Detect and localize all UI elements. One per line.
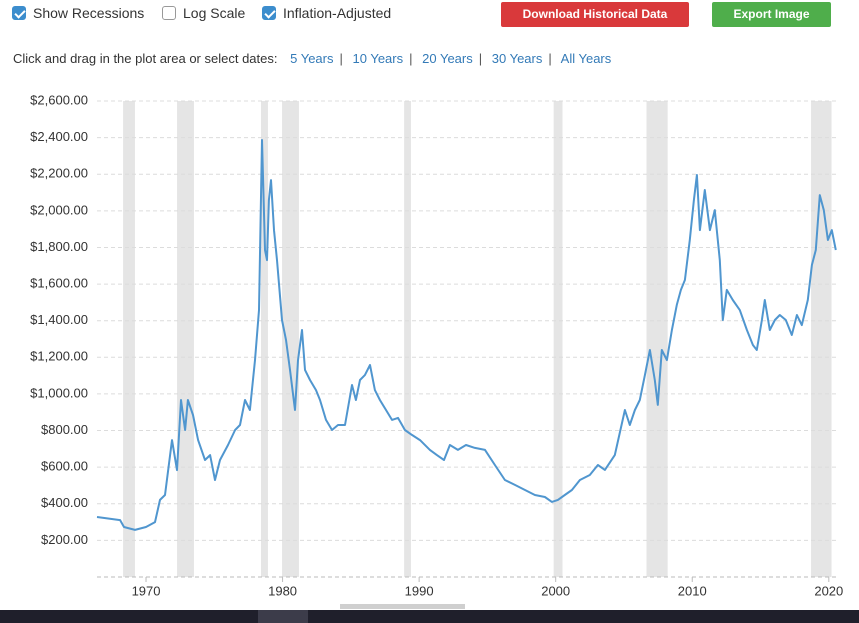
separator: | — [409, 51, 413, 66]
checkbox-label[interactable]: Inflation-Adjusted — [283, 5, 392, 21]
recession-band — [123, 101, 135, 577]
y-tick-label: $1,800.00 — [30, 239, 88, 254]
recession-band — [553, 101, 563, 577]
checkbox[interactable] — [12, 6, 26, 20]
download-button[interactable]: Download Historical Data — [501, 2, 689, 27]
range-link[interactable]: 30 Years — [491, 51, 543, 66]
range-bar: Click and drag in the plot area or selec… — [13, 51, 611, 66]
y-tick-label: $2,000.00 — [30, 202, 88, 217]
recession-band — [177, 101, 194, 577]
taskbar-active — [258, 610, 308, 623]
y-tick-label: $200.00 — [41, 532, 88, 547]
separator: | — [478, 51, 483, 66]
x-tick-label: 1980 — [268, 583, 297, 598]
x-tick-label: 2000 — [541, 583, 570, 598]
range-link[interactable]: 20 Years — [422, 51, 473, 66]
y-tick-label: $2,600.00 — [30, 92, 88, 107]
recession-band — [261, 101, 268, 577]
checkbox[interactable] — [162, 6, 176, 20]
y-tick-label: $1,600.00 — [30, 276, 88, 291]
taskbar — [0, 610, 859, 623]
y-tick-label: $1,400.00 — [30, 312, 88, 327]
x-tick-label: 2020 — [814, 583, 843, 598]
x-tick-label: 1970 — [132, 583, 161, 598]
separator: | — [548, 51, 552, 66]
y-tick-label: $1,000.00 — [30, 385, 88, 400]
range-link[interactable]: 5 Years — [290, 51, 334, 66]
checkbox-label[interactable]: Show Recessions — [33, 5, 145, 21]
recession-band — [811, 101, 832, 577]
x-tick-label: 2010 — [678, 583, 707, 598]
y-tick-label: $2,400.00 — [30, 129, 88, 144]
y-tick-label: $600.00 — [41, 459, 88, 474]
scrollbar — [340, 604, 465, 609]
checkbox[interactable] — [262, 6, 276, 20]
y-tick-label: $1,200.00 — [30, 349, 88, 364]
y-tick-label: $2,200.00 — [30, 166, 88, 181]
separator: | — [339, 51, 343, 66]
range-link[interactable]: 10 Years — [352, 51, 404, 66]
y-tick-label: $400.00 — [41, 495, 88, 510]
recession-band — [404, 101, 411, 577]
range-link[interactable]: All Years — [560, 51, 612, 66]
recession-band — [646, 101, 668, 577]
checkbox-label[interactable]: Log Scale — [183, 5, 246, 21]
x-tick-label: 1990 — [405, 583, 434, 598]
y-tick-label: $800.00 — [41, 422, 88, 437]
prompt: Click and drag in the plot area or selec… — [13, 51, 278, 66]
recession-band — [282, 101, 299, 577]
export-button[interactable]: Export Image — [712, 2, 831, 27]
price-line — [96, 139, 837, 531]
